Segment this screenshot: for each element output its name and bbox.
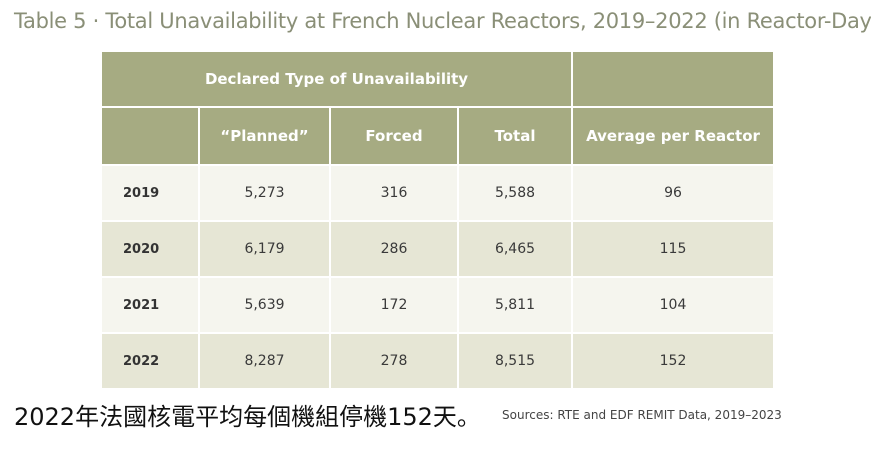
cell-average: 152 [572, 333, 773, 390]
column-header-average: Average per Reactor [572, 107, 773, 166]
cell-forced: 286 [330, 221, 459, 278]
cell-planned: 5,639 [199, 277, 331, 334]
table-title: Table 5 · Total Unavailability at French… [14, 9, 871, 33]
cell-total: 6,465 [458, 221, 573, 278]
cell-planned: 6,179 [199, 221, 331, 278]
cell-average: 96 [572, 165, 773, 222]
cell-total: 8,515 [458, 333, 573, 390]
table-row: 2021 5,639 172 5,811 104 [102, 277, 773, 334]
cell-year: 2019 [102, 165, 200, 222]
cell-year: 2021 [102, 277, 200, 334]
cell-average: 104 [572, 277, 773, 334]
group-header-empty [572, 52, 773, 108]
column-header-total: Total [458, 107, 573, 166]
table-row: 2022 8,287 278 8,515 152 [102, 333, 773, 390]
cell-forced: 316 [330, 165, 459, 222]
group-header-declared-type: Declared Type of Unavailability [102, 52, 573, 108]
table-row: 2019 5,273 316 5,588 96 [102, 165, 773, 222]
cell-forced: 172 [330, 277, 459, 334]
cell-average: 115 [572, 221, 773, 278]
table-column-header-row: “Planned” Forced Total Average per React… [102, 107, 773, 166]
source-note: Sources: RTE and EDF REMIT Data, 2019–20… [502, 408, 782, 422]
unavailability-table: Declared Type of Unavailability “Planned… [102, 52, 773, 390]
cell-planned: 5,273 [199, 165, 331, 222]
column-header-planned: “Planned” [199, 107, 331, 166]
caption-overlay: 2022年法國核電平均每個機組停機152天。 [14, 403, 481, 431]
cell-total: 5,588 [458, 165, 573, 222]
table-group-header-row: Declared Type of Unavailability [102, 52, 773, 108]
column-header-year [102, 107, 200, 166]
cell-year: 2020 [102, 221, 200, 278]
cell-year: 2022 [102, 333, 200, 390]
column-header-forced: Forced [330, 107, 459, 166]
cell-total: 5,811 [458, 277, 573, 334]
cell-planned: 8,287 [199, 333, 331, 390]
table-row: 2020 6,179 286 6,465 115 [102, 221, 773, 278]
cell-forced: 278 [330, 333, 459, 390]
